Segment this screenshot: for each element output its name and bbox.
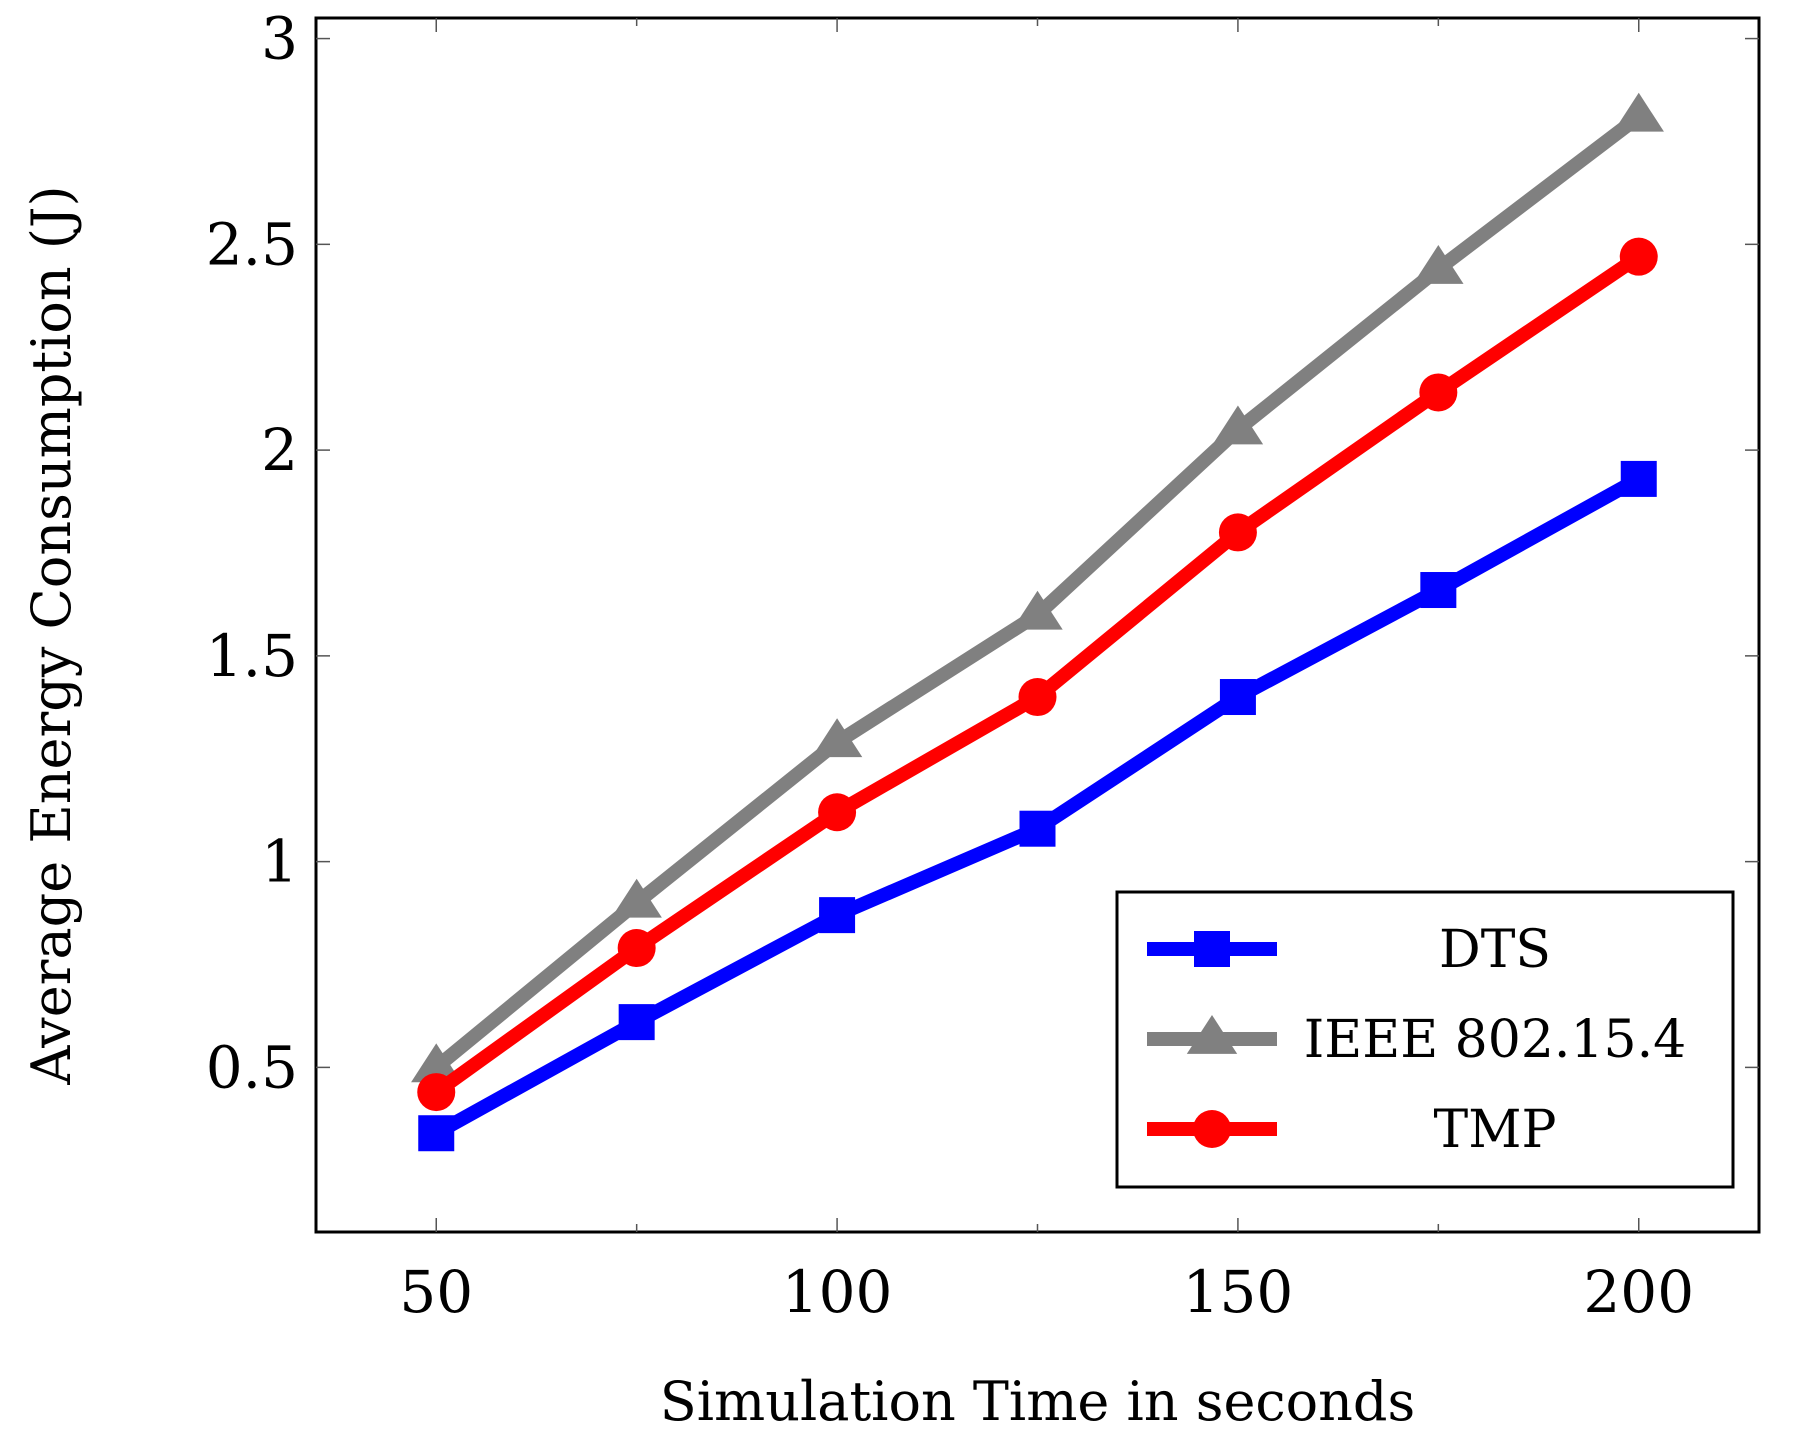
- x-tick-label: 150: [1183, 1258, 1294, 1326]
- data-point-square: [819, 897, 856, 934]
- data-point-square: [418, 1115, 455, 1152]
- data-point-triangle: [1012, 590, 1063, 630]
- x-tick-label: 50: [399, 1258, 473, 1326]
- x-axis-title: Simulation Time in seconds: [660, 1370, 1415, 1433]
- data-point-square: [618, 1004, 655, 1041]
- legend: DTS IEEE 802.15.4 TMP: [1115, 890, 1735, 1189]
- data-point-circle: [818, 793, 857, 832]
- data-point-square: [1420, 572, 1457, 609]
- x-tick-label: 100: [782, 1258, 893, 1326]
- y-tick-label: 2.5: [206, 210, 298, 278]
- y-tick-label: 3: [261, 5, 298, 73]
- data-point-circle: [1419, 373, 1458, 412]
- y-tick-label: 1.5: [206, 622, 298, 690]
- data-point-triangle: [411, 1043, 462, 1083]
- data-point-circle: [617, 929, 656, 968]
- legend-entry: IEEE 802.15.4: [1147, 1010, 1686, 1070]
- data-point-circle: [1619, 237, 1658, 276]
- data-point-circle: [1218, 513, 1257, 552]
- data-point-triangle: [1212, 405, 1264, 445]
- legend-entry: DTS: [1147, 920, 1551, 980]
- series-dts: [418, 460, 1657, 1152]
- legend-label: DTS: [1439, 920, 1551, 980]
- data-point-square: [1620, 460, 1657, 497]
- data-point-square: [1194, 931, 1230, 967]
- legend-label: IEEE 802.15.4: [1304, 1010, 1687, 1070]
- y-tick-label: 2: [261, 416, 298, 484]
- x-tick-label: 200: [1583, 1258, 1694, 1326]
- y-tick-label: 1: [261, 828, 298, 896]
- data-point-triangle: [1413, 245, 1464, 284]
- data-point-square: [1219, 679, 1256, 716]
- data-point-circle: [1018, 678, 1057, 717]
- data-point-triangle: [1613, 92, 1664, 132]
- legend-entry: TMP: [1147, 1100, 1556, 1160]
- data-point-triangle: [811, 718, 863, 758]
- data-point-circle: [1193, 1110, 1231, 1148]
- legend-label: TMP: [1434, 1100, 1557, 1160]
- data-point-triangle: [1186, 1015, 1238, 1054]
- y-tick-label: 0.5: [206, 1033, 298, 1101]
- data-point-circle: [417, 1073, 456, 1112]
- data-point-square: [1019, 810, 1056, 847]
- y-axis-title: Average Energy Consumption (J): [20, 185, 83, 1085]
- data-point-triangle: [611, 878, 662, 918]
- series-tmp: [417, 237, 1658, 1112]
- plot-area: 50 100 150 200 0.5 1 1.5 2 2.5 3 DTS IEEE 802.15.4 T…: [206, 5, 1761, 1326]
- series-ieee-802-15-4: [411, 92, 1664, 1083]
